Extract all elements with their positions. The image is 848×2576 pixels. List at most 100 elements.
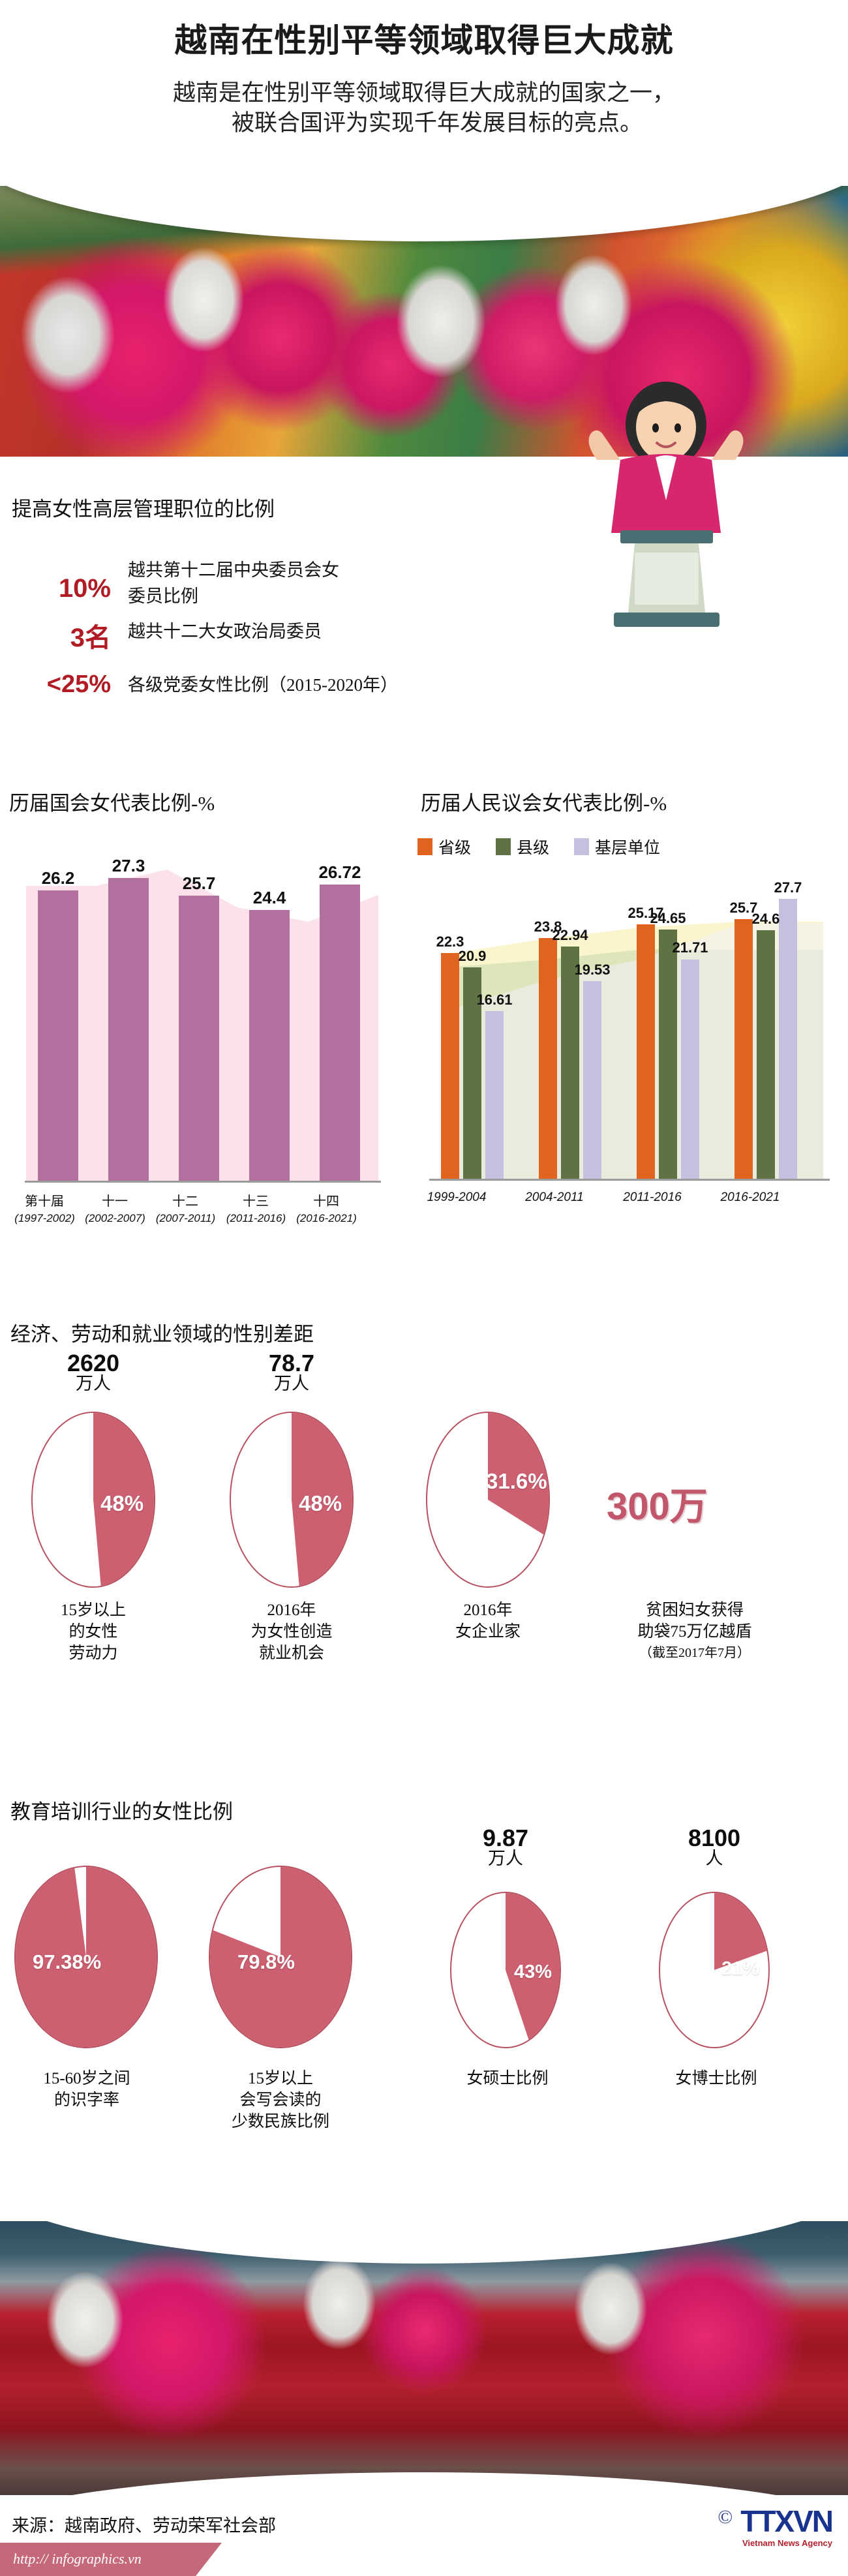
chart1-bar-3 [249, 910, 290, 1181]
leadership-stat-text-2-line1: 各级党委女性比例（2015-2020年） [128, 675, 398, 695]
education-pie-3-value: 8100 [688, 1825, 741, 1851]
chart1-bar-label-1: 27.3 [112, 855, 145, 875]
education-pie-1-percent: 79.8% [237, 1950, 295, 1973]
economy-pie-0-caption-line-1: 的女性 [68, 1623, 118, 1641]
chart1-bar-label-3: 24.4 [252, 888, 286, 908]
economy-pie-1-caption-line-0: 2016年 [267, 1601, 316, 1619]
education-pie-3-caption-line-0: 女博士比例 [675, 2070, 757, 2087]
chart2-label-g2-commune: 21.71 [672, 939, 708, 956]
legend-label-provincial: 省级 [438, 840, 472, 857]
economy-pie-1-unit: 万人 [274, 1374, 309, 1393]
education-pie-0-caption-line-1: 的识字率 [53, 2091, 119, 2109]
peoples-council-bar-chart: 省级 县级 基层单位 [417, 835, 841, 1239]
economy-pie-0-top: 2620 万人 [31, 1352, 155, 1393]
chart2-x-axis [429, 1179, 830, 1181]
education-pie-1-caption-line-1: 会写会读的 [239, 2091, 322, 2109]
leadership-stat-value-0: 10% [58, 574, 111, 603]
agency-abbrev: TTXVN [740, 2504, 834, 2538]
economy-pie-1-caption: 2016年 为女性创造 就业机会 [204, 1599, 380, 1664]
chart1-category-4: 十四 [313, 1194, 339, 1209]
woman-at-podium-illustration [588, 382, 744, 627]
legend-label-commune: 基层单位 [595, 840, 661, 857]
economy-pie-0-caption-line-0: 15岁以上 [60, 1601, 126, 1619]
chart2-category-1: 2004-2011 [525, 1190, 584, 1204]
education-pie-1-caption: 15岁以上 会写会读的 少数民族比例 [190, 2068, 371, 2132]
leadership-stat-value-2: <25% [46, 671, 111, 698]
agency-name: Vietnam News Agency [742, 2538, 832, 2548]
chart2-legend-item-2: 基层单位 [574, 835, 660, 858]
education-heading: 教育培训行业的女性比例 [10, 1800, 233, 1823]
chart1-bar-0 [38, 890, 78, 1181]
chart2-label-g3-provincial: 25.7 [729, 899, 758, 916]
education-pie-3-top: 8100 人 [659, 1826, 770, 1868]
economy-highlight-caption-line-1: 助袋75万亿越盾 [637, 1623, 752, 1641]
chart2-label-g1-district: 22.94 [552, 927, 588, 944]
copyright-icon: © [718, 2506, 733, 2528]
education-pie-1-caption-line-0: 15岁以上 [247, 2070, 313, 2087]
national-assembly-bar-chart: 26.2 27.3 25.7 24.4 26.72 第十届 十一 十二 十三 十… [7, 835, 398, 1239]
economy-pie-1-caption-line-1: 为女性创造 [250, 1623, 333, 1641]
economy-pie-0-unit: 万人 [76, 1374, 111, 1393]
agency-logo-text-block: TTXVN Vietnam News Agency [740, 2504, 834, 2548]
economy-pie-2-caption-line-1: 女企业家 [455, 1623, 521, 1641]
chart2-category-3: 2016-2021 [720, 1190, 780, 1204]
chart2-bar-g0-provincial [441, 953, 459, 1179]
chart2-label-g3-district: 24.6 [751, 910, 780, 927]
source-text: 来源：越南政府、劳动荣军社会部 [12, 2516, 276, 2536]
education-pie-3-percent: 21% [721, 1958, 760, 1979]
chart2-bar-g1-provincial [539, 938, 557, 1179]
economy-pie-0-percent: 48% [100, 1491, 144, 1515]
economy-pie-1: 48% [230, 1412, 354, 1588]
chart2-bar-g1-commune [583, 981, 601, 1179]
economy-highlight-value: 300万 [607, 1485, 708, 1528]
leadership-stat-value-1: 3名 [70, 624, 111, 652]
chart1-bar-label-0: 26.2 [41, 868, 75, 888]
leadership-stat-text-1-line1: 越共十二大女政治局委员 [128, 622, 322, 641]
subtitle-line-1: 越南是在性别平等领域取得巨大成就的国家之一， [172, 80, 675, 106]
economy-pie-2-percent: 31.6% [486, 1469, 547, 1493]
economy-highlight-caption: 贫困妇女获得 助袋75万亿越盾 （截至2017年7月） [584, 1599, 806, 1664]
chart1-bar-1 [108, 877, 149, 1181]
chart2-bar-g2-district [659, 929, 677, 1179]
chart2-label-g2-district: 24.65 [650, 909, 686, 926]
economy-heading: 经济、劳动和就业领域的性别差距 [10, 1323, 314, 1346]
chart2-bar-g0-district [463, 967, 481, 1179]
legend-label-district: 县级 [517, 840, 550, 857]
chart1-category-year-1: (2002-2007) [85, 1212, 145, 1224]
chart2-legend-item-0: 省级 [417, 835, 471, 858]
chart2-label-g0-commune: 16.61 [476, 991, 513, 1008]
education-pie-3-unit: 人 [705, 1849, 723, 1868]
chart2-legend-item-1: 县级 [496, 835, 549, 858]
leadership-stat-text-0-line2: 委员比例 [128, 586, 198, 606]
chart2-category-0: 1999-2004 [427, 1190, 487, 1204]
legend-swatch-district [496, 838, 511, 855]
leadership-heading: 提高女性高层管理职位的比例 [12, 498, 275, 521]
education-pie-1-caption-line-2: 少数民族比例 [231, 2113, 329, 2130]
website-url[interactable]: http:// infographics.vn [13, 2551, 142, 2567]
chart2-bar-g0-commune [485, 1010, 504, 1179]
chart2-bar-g2-commune [681, 959, 699, 1179]
chart2-bar-g3-district [757, 930, 775, 1179]
chart2-bar-g1-district [561, 947, 579, 1179]
education-pie-0-slice [16, 1867, 157, 2047]
education-pie-2: 43% [450, 1892, 561, 2048]
footer: 来源：越南政府、劳动荣军社会部 http:// infographics.vn … [0, 2497, 848, 2576]
economy-pie-1-slice [292, 1413, 352, 1586]
education-pie-2-caption-line-0: 女硕士比例 [466, 2070, 549, 2087]
chart1-category-1: 十一 [102, 1194, 128, 1209]
education-pie-0-caption-line-0: 15-60岁之间 [43, 2070, 130, 2087]
education-pie-2-value: 9.87 [482, 1825, 529, 1851]
economy-pie-2-slice [488, 1413, 549, 1553]
economy-pie-0-caption-line-2: 劳动力 [68, 1644, 118, 1662]
economy-highlight-caption-note: （截至2017年7月） [639, 1646, 750, 1660]
legend-swatch-commune [574, 838, 590, 855]
chart2-legend: 省级 县级 基层单位 [417, 835, 660, 858]
education-pie-0-percent: 97.38% [33, 1950, 102, 1973]
education-pie-0: 97.38% [14, 1866, 158, 2048]
bottom-photo-banner [0, 2221, 848, 2495]
chart2-title: 历届人民议会女代表比例-% [421, 792, 667, 815]
economy-pie-2: 31.6% [426, 1412, 550, 1588]
agency-logo: © TTXVN Vietnam News Agency [718, 2504, 834, 2548]
chart2-label-g3-commune: 27.7 [774, 879, 802, 896]
chart1-plot-area: 26.2 27.3 25.7 24.4 26.72 [26, 848, 378, 1181]
